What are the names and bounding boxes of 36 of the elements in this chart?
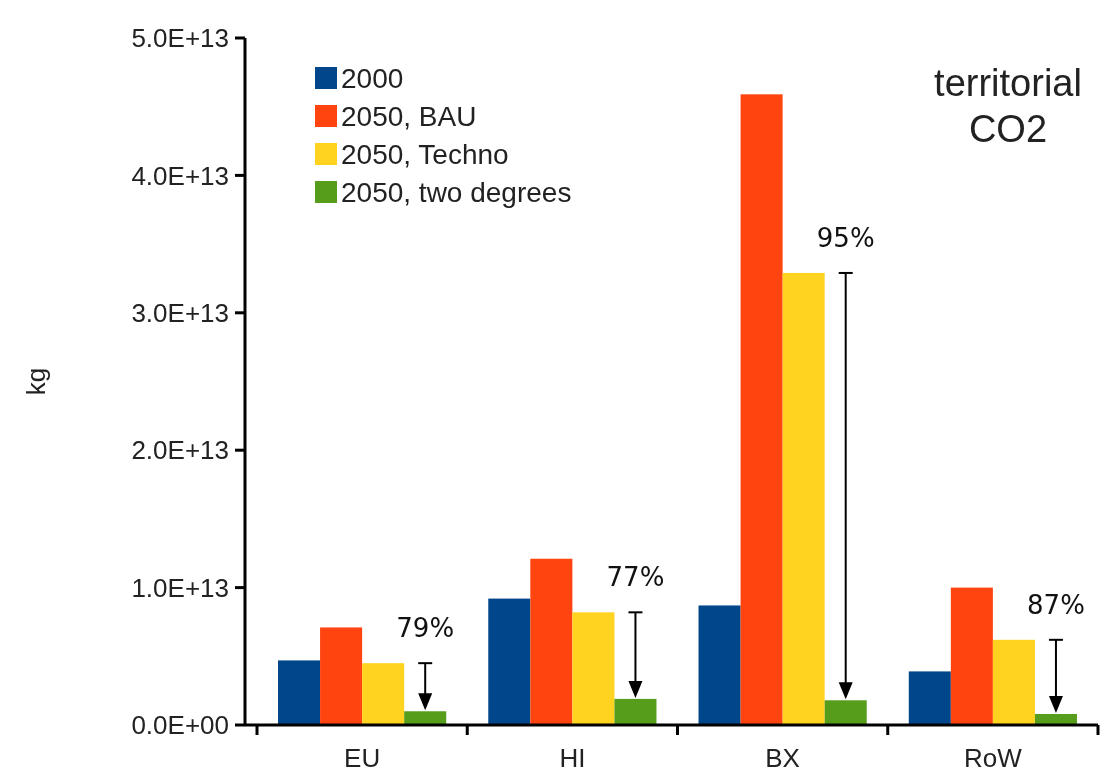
x-tick-label: EU [344, 743, 381, 773]
x-tick-label: HI [559, 743, 586, 773]
annotation: 95% [816, 222, 875, 253]
bar [740, 94, 783, 725]
annotation: 87% [1027, 589, 1085, 620]
bar [824, 700, 867, 725]
y-tick-label: 1.0E+13 [131, 572, 229, 603]
legend-label: 2050, Techno [341, 138, 509, 170]
y-tick-label: 5.0E+13 [131, 23, 229, 54]
bar [320, 627, 363, 725]
annotation: 77% [606, 562, 665, 593]
y-tick-label: 4.0E+13 [131, 160, 229, 191]
bar [698, 605, 741, 725]
y-tick-label: 2.0E+13 [131, 435, 229, 466]
legend-label: 2050, two degrees [341, 176, 572, 208]
bar [278, 660, 321, 725]
bar [530, 558, 573, 725]
annotation: 79% [396, 613, 455, 644]
bar [782, 272, 825, 725]
y-tick-label: 0.0E+00 [131, 710, 229, 741]
legend-label: 2050, BAU [341, 100, 477, 132]
bar [362, 663, 405, 725]
legend-label: 2000 [341, 62, 404, 94]
x-tick-label: BX [765, 743, 800, 773]
bar [950, 587, 993, 725]
bar [404, 711, 447, 725]
bar [1034, 714, 1077, 725]
bar [614, 698, 657, 725]
bar [572, 612, 615, 725]
text: territorial CO2 [934, 62, 1082, 150]
bar [992, 639, 1035, 725]
bar [908, 671, 951, 725]
x-tick-label: RoW [963, 743, 1023, 773]
bar [488, 598, 531, 725]
y-tick-label: 3.0E+13 [131, 297, 229, 328]
y-axis-title: kg [21, 367, 51, 396]
